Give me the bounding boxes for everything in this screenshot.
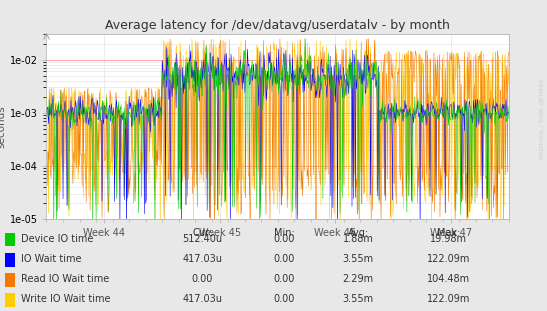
Text: 0.00: 0.00 [274,295,295,304]
Text: 0.00: 0.00 [191,274,213,284]
Bar [5,273,15,287]
Title: Average latency for /dev/datavg/userdatalv - by month: Average latency for /dev/datavg/userdata… [105,19,450,32]
Text: 0.00: 0.00 [274,254,295,264]
Text: 1.88m: 1.88m [343,234,374,244]
Text: 417.03u: 417.03u [182,295,223,304]
Text: 122.09m: 122.09m [427,254,470,264]
Text: 0.00: 0.00 [274,274,295,284]
Text: 512.40u: 512.40u [182,234,223,244]
Bar [5,253,15,267]
Text: 19.98m: 19.98m [430,234,467,244]
Y-axis label: seconds: seconds [0,105,7,148]
Text: Cur:: Cur: [193,228,212,238]
Text: Min:: Min: [274,228,295,238]
Text: 3.55m: 3.55m [343,254,374,264]
Text: Device IO time: Device IO time [21,234,93,244]
Text: Avg:: Avg: [348,228,369,238]
Text: 2.29m: 2.29m [343,274,374,284]
Bar [5,233,15,246]
Text: 104.48m: 104.48m [427,274,470,284]
Text: 417.03u: 417.03u [182,254,223,264]
Bar [5,293,15,307]
Text: RRDTOOL / TOBI OETIKER: RRDTOOL / TOBI OETIKER [539,78,544,159]
Text: Read IO Wait time: Read IO Wait time [21,274,109,284]
Text: 0.00: 0.00 [274,234,295,244]
Text: Write IO Wait time: Write IO Wait time [21,295,110,304]
Text: IO Wait time: IO Wait time [21,254,82,264]
Text: Max:: Max: [437,228,460,238]
Text: 3.55m: 3.55m [343,295,374,304]
Text: 122.09m: 122.09m [427,295,470,304]
